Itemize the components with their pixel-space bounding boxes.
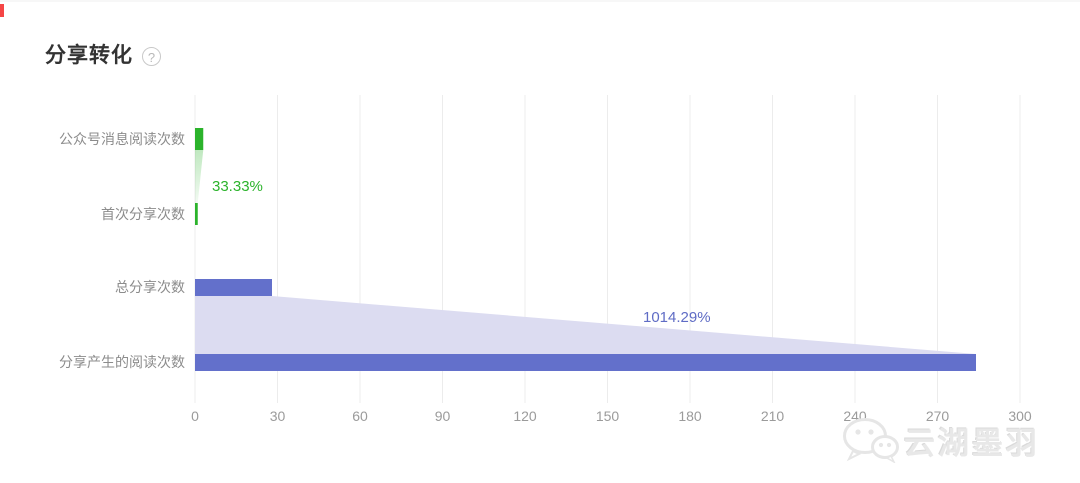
page-title: 分享转化 — [45, 44, 133, 67]
x-axis-tick-label: 240 — [843, 408, 867, 424]
conversion-area-purple — [195, 296, 976, 354]
x-axis-tick-label: 180 — [678, 408, 702, 424]
help-icon-glyph: ? — [147, 49, 156, 65]
conversion-rate-label: 33.33% — [212, 178, 263, 195]
conversion-rate-label: 1014.29% — [643, 309, 711, 326]
bar-first-shares[interactable] — [195, 203, 198, 225]
category-label: 公众号消息阅读次数 — [59, 131, 185, 147]
page-header: 分享转化 ? — [45, 44, 161, 68]
category-axis: 公众号消息阅读次数 首次分享次数 总分享次数 分享产生的阅读次数 — [59, 131, 185, 370]
x-axis-tick-label: 210 — [761, 408, 785, 424]
x-axis-tick-label: 300 — [1008, 408, 1032, 424]
x-axis-tick-label: 270 — [926, 408, 950, 424]
category-label: 首次分享次数 — [101, 206, 185, 222]
x-axis-tick-label: 90 — [435, 408, 451, 424]
bar-total-shares[interactable] — [195, 279, 272, 296]
bars-group — [195, 128, 976, 371]
conversion-area-green — [195, 150, 204, 203]
x-axis-tick-label: 60 — [352, 408, 368, 424]
category-label: 分享产生的阅读次数 — [59, 354, 185, 370]
bar-share-generated-reads[interactable] — [195, 354, 976, 371]
category-label: 总分享次数 — [115, 279, 185, 295]
help-icon[interactable]: ? — [142, 46, 161, 66]
x-axis-tick-label: 30 — [270, 408, 286, 424]
x-grid: 0 30 60 90 120 150 180 210 240 270 300 — [191, 95, 1032, 424]
x-axis-tick-label: 120 — [513, 408, 537, 424]
x-axis-tick-label: 0 — [191, 408, 199, 424]
window-top-border — [0, 0, 1080, 2]
red-marker — [0, 4, 4, 17]
x-axis-tick-label: 150 — [596, 408, 620, 424]
bar-official-message-reads[interactable] — [195, 128, 204, 150]
